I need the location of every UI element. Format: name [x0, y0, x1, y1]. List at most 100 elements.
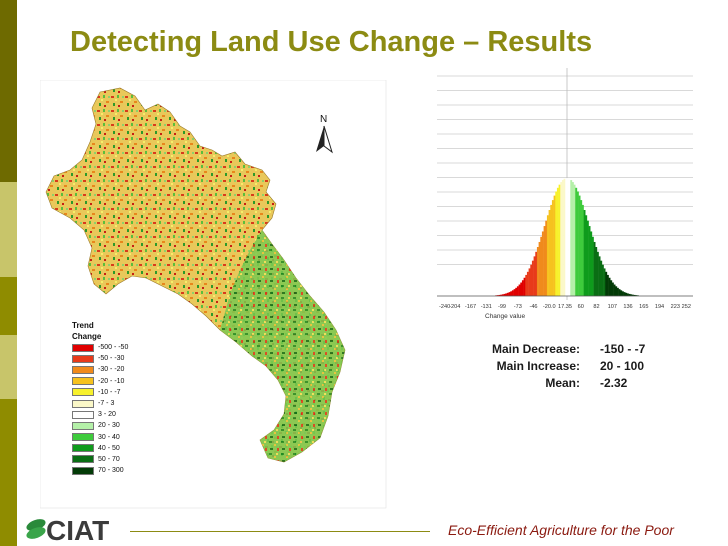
slide-title: Detecting Land Use Change – Results: [70, 26, 593, 58]
histogram-bar: [520, 282, 523, 296]
legend-label: 50 - 70: [98, 455, 120, 463]
legend-item: 50 - 70: [72, 454, 128, 465]
legend-item: -50 - -30: [72, 353, 128, 364]
histogram-bar: [620, 290, 623, 296]
histogram-bar: [575, 187, 578, 296]
histogram-bar: [555, 191, 558, 296]
histogram-bar: [515, 287, 518, 296]
sidebar-band: [0, 335, 17, 399]
stats-panel: Main Decrease: -150 - -7 Main Increase: …: [460, 341, 645, 392]
legend-label: -500 - -50: [98, 344, 129, 352]
histogram-bar: [606, 274, 609, 296]
histogram-bar: [510, 291, 513, 296]
legend-swatch: [72, 466, 94, 475]
histogram-bar: [611, 282, 614, 296]
sidebar-band: [0, 399, 17, 546]
change-histogram: -240-204 -167 -131 -99 -73 -46 -20.0 17.35 60 82 1…: [437, 68, 693, 324]
histogram-bar: [608, 277, 611, 296]
sidebar-band: [0, 182, 17, 277]
histogram-tick-label: -167: [465, 304, 476, 310]
histogram-bar: [600, 260, 603, 296]
legend-item: 3 - 20: [72, 409, 128, 420]
histogram-bar: [535, 251, 538, 296]
histogram-bar: [583, 210, 586, 296]
histogram-bar: [531, 260, 534, 296]
histogram-bar: [625, 292, 628, 296]
legend-swatch: [72, 433, 94, 442]
stat-value: -150 - -7: [600, 342, 646, 356]
histogram-tick-label: 107: [608, 304, 617, 310]
histogram-bar: [546, 215, 549, 296]
legend-swatch: [72, 365, 94, 374]
histogram-bar: [558, 184, 561, 296]
stat-row: Main Decrease: -150 - -7: [460, 341, 645, 358]
histogram-bar: [561, 180, 564, 296]
histogram-xlabel: Change value: [485, 313, 525, 320]
histogram-bar: [621, 291, 624, 296]
histogram-bar: [556, 187, 559, 296]
footer-tagline: Eco-Efficient Agriculture for the Poor: [448, 522, 674, 538]
legend-item: -7 - 3: [72, 398, 128, 409]
legend-swatch: [72, 444, 94, 453]
histogram-bar: [603, 268, 606, 296]
histogram-bar: [628, 293, 631, 296]
histogram-bar: [501, 294, 504, 296]
ciat-logo: CIAT: [26, 515, 109, 545]
legend-label: -30 - -20: [98, 366, 125, 374]
histogram-bar: [521, 280, 524, 296]
legend-subtitle: Change: [72, 332, 102, 341]
histogram-bar: [610, 280, 613, 296]
histogram-bar: [595, 247, 598, 296]
histogram-tick-label: 136: [623, 304, 632, 310]
stat-row: Mean: -2.32: [460, 375, 645, 392]
histogram-bar: [631, 294, 634, 296]
histogram-bar: [533, 256, 536, 296]
stat-label: Main Increase:: [496, 359, 580, 373]
legend-swatch: [72, 455, 94, 464]
histogram-bar: [541, 231, 544, 296]
legend-label: 40 - 50: [98, 444, 120, 452]
histogram-bar: [576, 191, 579, 296]
histogram-bar: [560, 182, 563, 296]
histogram-bar: [571, 182, 574, 296]
histogram-tick-label: 60: [578, 304, 584, 310]
histogram-tick-label: 252: [682, 304, 691, 310]
histogram-tick-label: -99: [498, 304, 506, 310]
histogram-bar: [513, 289, 516, 296]
stat-row: Main Increase: 20 - 100: [460, 358, 645, 375]
histogram-bar: [553, 195, 556, 296]
histogram-tick-label: 17.35: [558, 304, 572, 310]
histogram-bar: [525, 274, 528, 296]
north-arrow-icon: N: [316, 114, 333, 154]
histogram-tick-label: -131: [481, 304, 492, 310]
histogram-tick-label: -73: [514, 304, 522, 310]
stat-label: Main Decrease:: [491, 342, 580, 356]
histogram-bar: [626, 293, 629, 296]
histogram-tick-label: 82: [593, 304, 599, 310]
legend-item: 30 - 40: [72, 432, 128, 443]
histogram-bar: [543, 226, 546, 296]
histogram-bar: [550, 204, 553, 296]
footer-divider: [130, 531, 430, 532]
histogram-bar: [590, 231, 593, 296]
histogram-tick-label: -204: [449, 304, 460, 310]
histogram-bar: [601, 264, 604, 296]
histogram-bar: [506, 292, 509, 296]
histogram-bar: [568, 178, 571, 296]
legend-label: -10 - -7: [98, 388, 121, 396]
histogram-bar: [548, 210, 551, 296]
histogram-bar: [596, 251, 599, 296]
histogram-bar: [635, 295, 638, 296]
legend-swatch: [72, 421, 94, 430]
sidebar-bands: [0, 0, 17, 546]
legend-title: Trend: [72, 321, 94, 330]
histogram-bar: [511, 290, 514, 296]
legend-item: 70 - 300: [72, 465, 128, 476]
legend-swatch: [72, 377, 94, 386]
histogram-bar: [593, 241, 596, 296]
legend-item: -20 - -10: [72, 376, 128, 387]
map-legend: Trend Change -500 - -50 -50 - -30 -30 - -2…: [72, 320, 128, 476]
histogram-bar: [618, 289, 621, 296]
legend-swatch: [72, 354, 94, 363]
histogram-bar: [630, 294, 633, 296]
